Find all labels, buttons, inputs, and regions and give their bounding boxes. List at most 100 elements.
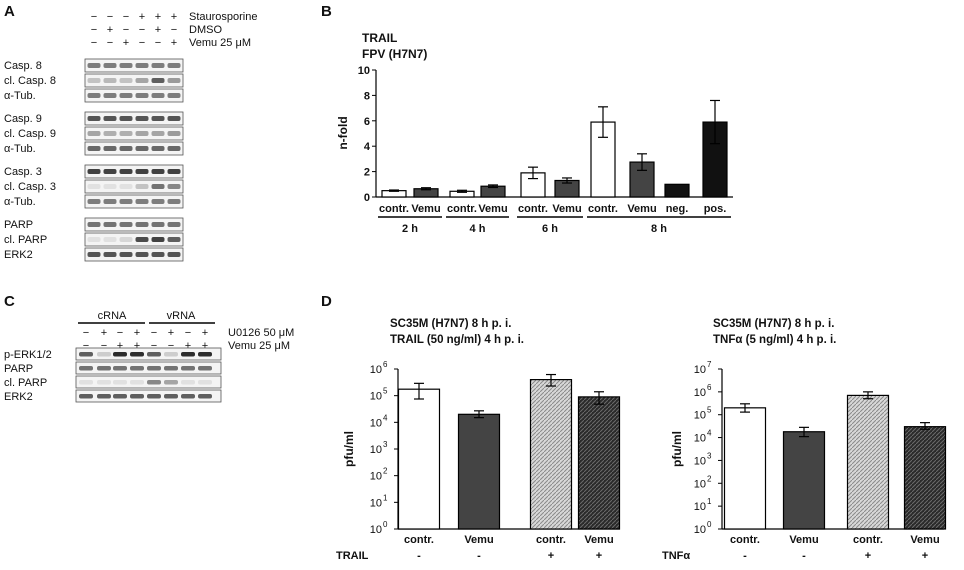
blot-strip (84, 58, 184, 73)
group-label: 6 h (542, 223, 558, 235)
panel-d-tnf-titer-chart: SC35M (H7N7) 8 h p. i. TNFα (5 ng/ml) 4 h… (662, 318, 947, 562)
blot-band (135, 199, 149, 204)
blot-band (167, 222, 181, 227)
blot-band (87, 252, 101, 257)
blot-band (151, 184, 165, 189)
treatment-sign: + (171, 11, 177, 23)
blot-strip (84, 88, 184, 103)
y-tick-exponent: 1 (383, 493, 388, 502)
y-tick-exponent: 6 (383, 360, 388, 369)
blot-band (151, 169, 165, 174)
blot-band (167, 116, 181, 121)
category-label: Vemu (789, 534, 818, 546)
blot-band (135, 131, 149, 136)
blot-band (103, 116, 117, 121)
y-tick-exponent: 2 (383, 467, 388, 476)
treatment-sign: − (139, 37, 145, 49)
blot-band (151, 78, 165, 83)
category-label: Vemu (584, 534, 613, 546)
blot-band (119, 146, 133, 151)
y-tick-label: 10 (694, 455, 706, 467)
blot-label-cl-parp: cl. PARP (4, 377, 47, 389)
blot-band (147, 380, 161, 385)
blot-label-casp-9: Casp. 9 (4, 113, 42, 125)
treatment-sign: + (101, 327, 107, 339)
blot-band (198, 366, 212, 371)
blot-band (151, 131, 165, 136)
blot-band (119, 199, 133, 204)
category-label: contr. (404, 534, 434, 546)
treatment-sign: + (123, 37, 129, 49)
panel-letter-a: A (4, 3, 15, 20)
blot-band (119, 252, 133, 257)
factor-label: TRAIL (336, 550, 369, 562)
blot-label-tub: α-Tub. (4, 196, 36, 208)
blot-band (79, 352, 93, 357)
chart-title-line: SC35M (H7N7) 8 h p. i. (713, 318, 834, 330)
y-axis-label: n-fold (336, 116, 350, 149)
y-tick-exponent: 2 (707, 474, 712, 483)
y-tick-label: 10 (694, 524, 706, 536)
group-label: 4 h (470, 223, 486, 235)
blot-band (119, 184, 133, 189)
blot-strip (84, 217, 184, 232)
treatment-sign: + (202, 340, 208, 352)
panel-b-title-line-2: FPV (H7N7) (362, 47, 427, 61)
bar-contr (723, 407, 767, 530)
y-tick-label: 10 (370, 524, 382, 536)
y-tick-label: 10 (358, 65, 370, 77)
blot-band (198, 394, 212, 399)
blot-band (130, 380, 144, 385)
blot-band (167, 169, 181, 174)
treatment-sign: + (155, 24, 161, 36)
blot-label-casp-8: Casp. 8 (4, 60, 42, 72)
blot-band (164, 366, 178, 371)
factor-label: TNFα (662, 550, 690, 562)
treatment-sign: − (107, 11, 113, 23)
category-label: contr. (730, 534, 760, 546)
blot-band (119, 237, 133, 242)
treatment-sign: + (117, 340, 123, 352)
blot-band (97, 394, 111, 399)
bar-vemu (577, 396, 621, 530)
blot-band (130, 352, 144, 357)
blot-band (103, 237, 117, 242)
blot-label-parp: PARP (4, 219, 33, 231)
blot-band (167, 199, 181, 204)
blot-band (167, 252, 181, 257)
y-tick-exponent: 0 (383, 520, 388, 529)
blot-band (113, 352, 127, 357)
treatment-sign: + (139, 11, 145, 23)
blot-band (164, 352, 178, 357)
blot-band (181, 380, 195, 385)
treatment-sign: − (171, 24, 177, 36)
blot-band (119, 169, 133, 174)
y-tick-exponent: 4 (383, 413, 388, 422)
blot-strip (84, 141, 184, 156)
panel-letter-c: C (4, 293, 15, 310)
panel-c-western-blot: cRNA vRNA− + − + − + − + U0126 50 μM− − + + − − + + Vemu … (4, 310, 294, 403)
y-axis-label: pfu/ml (342, 431, 356, 467)
blot-band (167, 78, 181, 83)
blot-label-erk2: ERK2 (4, 391, 33, 403)
treatment-sign: − (101, 340, 107, 352)
treatment-label-vemu-25-m: Vemu 25 μM (228, 340, 290, 352)
blot-band (151, 252, 165, 257)
blot-strip (84, 73, 184, 88)
y-tick-label: 10 (694, 364, 706, 376)
treatment-sign: + (155, 11, 161, 23)
blot-band (167, 184, 181, 189)
blot-band (167, 93, 181, 98)
blot-band (87, 116, 101, 121)
treatment-sign: − (155, 37, 161, 49)
treatment-sign: − (139, 24, 145, 36)
blot-band (198, 380, 212, 385)
treatment-sign: + (202, 327, 208, 339)
blot-band (87, 146, 101, 151)
blot-band (151, 222, 165, 227)
y-tick-label: 10 (694, 478, 706, 490)
treatment-sign: + (168, 327, 174, 339)
blot-band (87, 63, 101, 68)
blot-label-cl-casp-9: cl. Casp. 9 (4, 128, 56, 140)
